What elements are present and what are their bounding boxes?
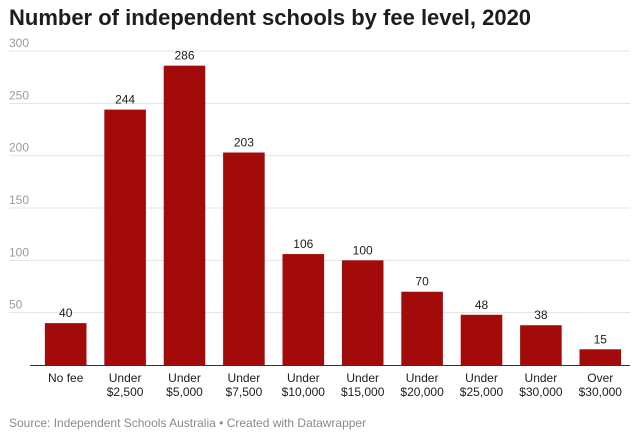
- x-tick-label: No fee: [48, 371, 84, 385]
- y-tick-label: 300: [9, 36, 29, 50]
- bar: [341, 260, 384, 365]
- bars: [44, 65, 622, 366]
- data-labels: 40 244 286 203 106 100 70 48 38 15: [59, 49, 607, 347]
- data-label: 286: [174, 49, 194, 63]
- y-tick-label: 50: [9, 298, 23, 312]
- x-tick-label: Over $30,000: [579, 371, 623, 399]
- data-label: 244: [115, 93, 135, 107]
- x-tick-label: Under $20,000: [400, 371, 444, 399]
- y-tick-label: 100: [9, 245, 29, 259]
- data-label: 70: [415, 275, 429, 289]
- data-label: 100: [353, 243, 373, 257]
- chart-title: Number of independent schools by fee lev…: [9, 5, 532, 30]
- bar: [104, 109, 146, 365]
- data-label: 38: [534, 308, 548, 322]
- data-label: 40: [59, 306, 73, 320]
- x-tick-label: Under $5,000: [166, 371, 203, 399]
- x-axis-labels: No fee Under $2,500 Under $5,000 Under $7,500 U…: [48, 371, 622, 399]
- data-label: 15: [594, 332, 608, 346]
- data-label: 203: [234, 136, 254, 150]
- bar: [460, 314, 503, 365]
- y-tick-label: 250: [9, 88, 29, 102]
- x-tick-label: Under $30,000: [519, 371, 563, 399]
- data-label: 48: [475, 298, 489, 312]
- source-note: Source: Independent Schools Australia: [9, 416, 216, 430]
- x-tick-label: Under $10,000: [282, 371, 326, 399]
- credit-note: Created with Datawrapper: [226, 416, 367, 430]
- chart-footer: Source: Independent Schools Australia • …: [9, 416, 366, 430]
- y-tick-label: 200: [9, 141, 29, 155]
- bar: [163, 65, 206, 366]
- x-tick-label: Under $7,500: [226, 371, 263, 399]
- bar: [401, 291, 443, 365]
- x-tick-label: Under $15,000: [341, 371, 385, 399]
- y-axis-ticks: 50 100 150 200 250 300: [9, 36, 29, 312]
- footer-separator: •: [219, 416, 224, 430]
- x-tick-label: Under $25,000: [460, 371, 504, 399]
- data-label: 106: [293, 237, 313, 251]
- bar: [282, 254, 325, 365]
- bar: [44, 323, 87, 365]
- bar: [579, 349, 622, 365]
- x-tick-label: Under $2,500: [107, 371, 144, 399]
- bar: [223, 152, 265, 365]
- bar: [520, 325, 562, 365]
- y-tick-label: 150: [9, 193, 29, 207]
